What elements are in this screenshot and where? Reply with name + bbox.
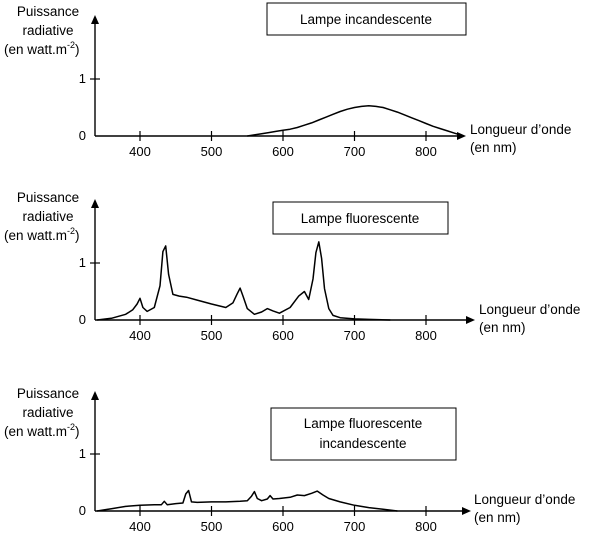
chart-title-box xyxy=(270,407,457,461)
y-axis-arrowhead xyxy=(91,199,99,208)
y-axis-label-line-1: Puissance xyxy=(17,386,79,401)
chart-title-box xyxy=(266,2,467,36)
y-axis-label-line-2: radiative xyxy=(22,209,73,224)
x-tick-label: 600 xyxy=(272,519,294,534)
x-axis-unit: (en nm) xyxy=(470,140,517,155)
y-axis-arrowhead xyxy=(91,391,99,400)
y-axis-label-line-2: radiative xyxy=(22,405,73,420)
y-axis-unit-text: (en watt.m xyxy=(4,42,67,57)
x-axis-arrowhead xyxy=(466,316,475,324)
x-tick-label: 800 xyxy=(415,519,437,534)
x-axis-arrowhead xyxy=(457,132,466,140)
y-axis-unit-close: ) xyxy=(75,228,80,243)
x-axis-unit: (en nm) xyxy=(479,320,526,335)
chart-panel-fluorescent: Puissance radiative (en watt.m-2) Lampe … xyxy=(4,190,580,343)
y-axis-unit-close: ) xyxy=(75,42,80,57)
y-tick-label: 1 xyxy=(79,446,86,461)
x-tick-label: 500 xyxy=(201,519,223,534)
x-tick-label: 500 xyxy=(201,144,223,159)
chart-panel-incandescent: Puissance radiative (en watt.m-2) Lampe … xyxy=(4,2,571,159)
x-axis-label: Longueur d’onde xyxy=(474,492,575,507)
x-tick-label: 700 xyxy=(344,144,366,159)
y-tick-label: 0 xyxy=(79,128,86,143)
x-tick-label: 700 xyxy=(344,328,366,343)
y-tick-label: 1 xyxy=(79,255,86,270)
chart-title-box xyxy=(272,201,449,235)
y-axis-label-line-1: Puissance xyxy=(17,4,79,19)
y-axis-unit-close: ) xyxy=(75,424,80,439)
x-axis-arrowhead xyxy=(462,507,471,515)
x-tick-label: 800 xyxy=(415,328,437,343)
x-axis-unit: (en nm) xyxy=(474,510,521,525)
y-axis-label-line-2: radiative xyxy=(22,23,73,38)
y-axis-unit-label: (en watt.m-2) xyxy=(4,40,80,57)
spectrum-curve xyxy=(97,241,391,321)
x-tick-label: 600 xyxy=(272,328,294,343)
y-tick-label: 0 xyxy=(79,312,86,327)
y-tick-label: 0 xyxy=(79,503,86,518)
y-axis-unit-exponent: -2 xyxy=(67,40,75,50)
y-axis-unit-exponent: -2 xyxy=(67,422,75,432)
x-tick-label: 600 xyxy=(272,144,294,159)
spectrum-curve xyxy=(247,105,459,137)
y-axis-arrowhead xyxy=(91,15,99,24)
chart-panel-fluorescent-incandescent: Puissance radiative (en watt.m-2) Lampe … xyxy=(4,386,575,534)
y-axis-unit-label: (en watt.m-2) xyxy=(4,422,80,439)
spectrum-curve xyxy=(96,489,398,512)
y-axis-label-line-1: Puissance xyxy=(17,190,79,205)
x-tick-label: 400 xyxy=(129,519,151,534)
chart-title-line-1: Lampe fluorescente xyxy=(304,416,423,431)
y-axis-unit-text: (en watt.m xyxy=(4,228,67,243)
chart-title: Lampe fluorescente xyxy=(301,211,420,226)
x-axis-label: Longueur d’onde xyxy=(479,302,580,317)
x-tick-label: 800 xyxy=(415,144,437,159)
chart-title: Lampe incandescente xyxy=(300,12,432,27)
y-axis-unit-text: (en watt.m xyxy=(4,424,67,439)
x-tick-label: 400 xyxy=(129,328,151,343)
y-axis-unit-label: (en watt.m-2) xyxy=(4,226,80,243)
y-axis-unit-exponent: -2 xyxy=(67,226,75,236)
x-tick-label: 500 xyxy=(201,328,223,343)
x-tick-label: 700 xyxy=(344,519,366,534)
y-tick-label: 1 xyxy=(79,71,86,86)
x-axis-label: Longueur d’onde xyxy=(470,122,571,137)
x-tick-label: 400 xyxy=(129,144,151,159)
chart-title-line-2: incandescente xyxy=(319,436,406,451)
